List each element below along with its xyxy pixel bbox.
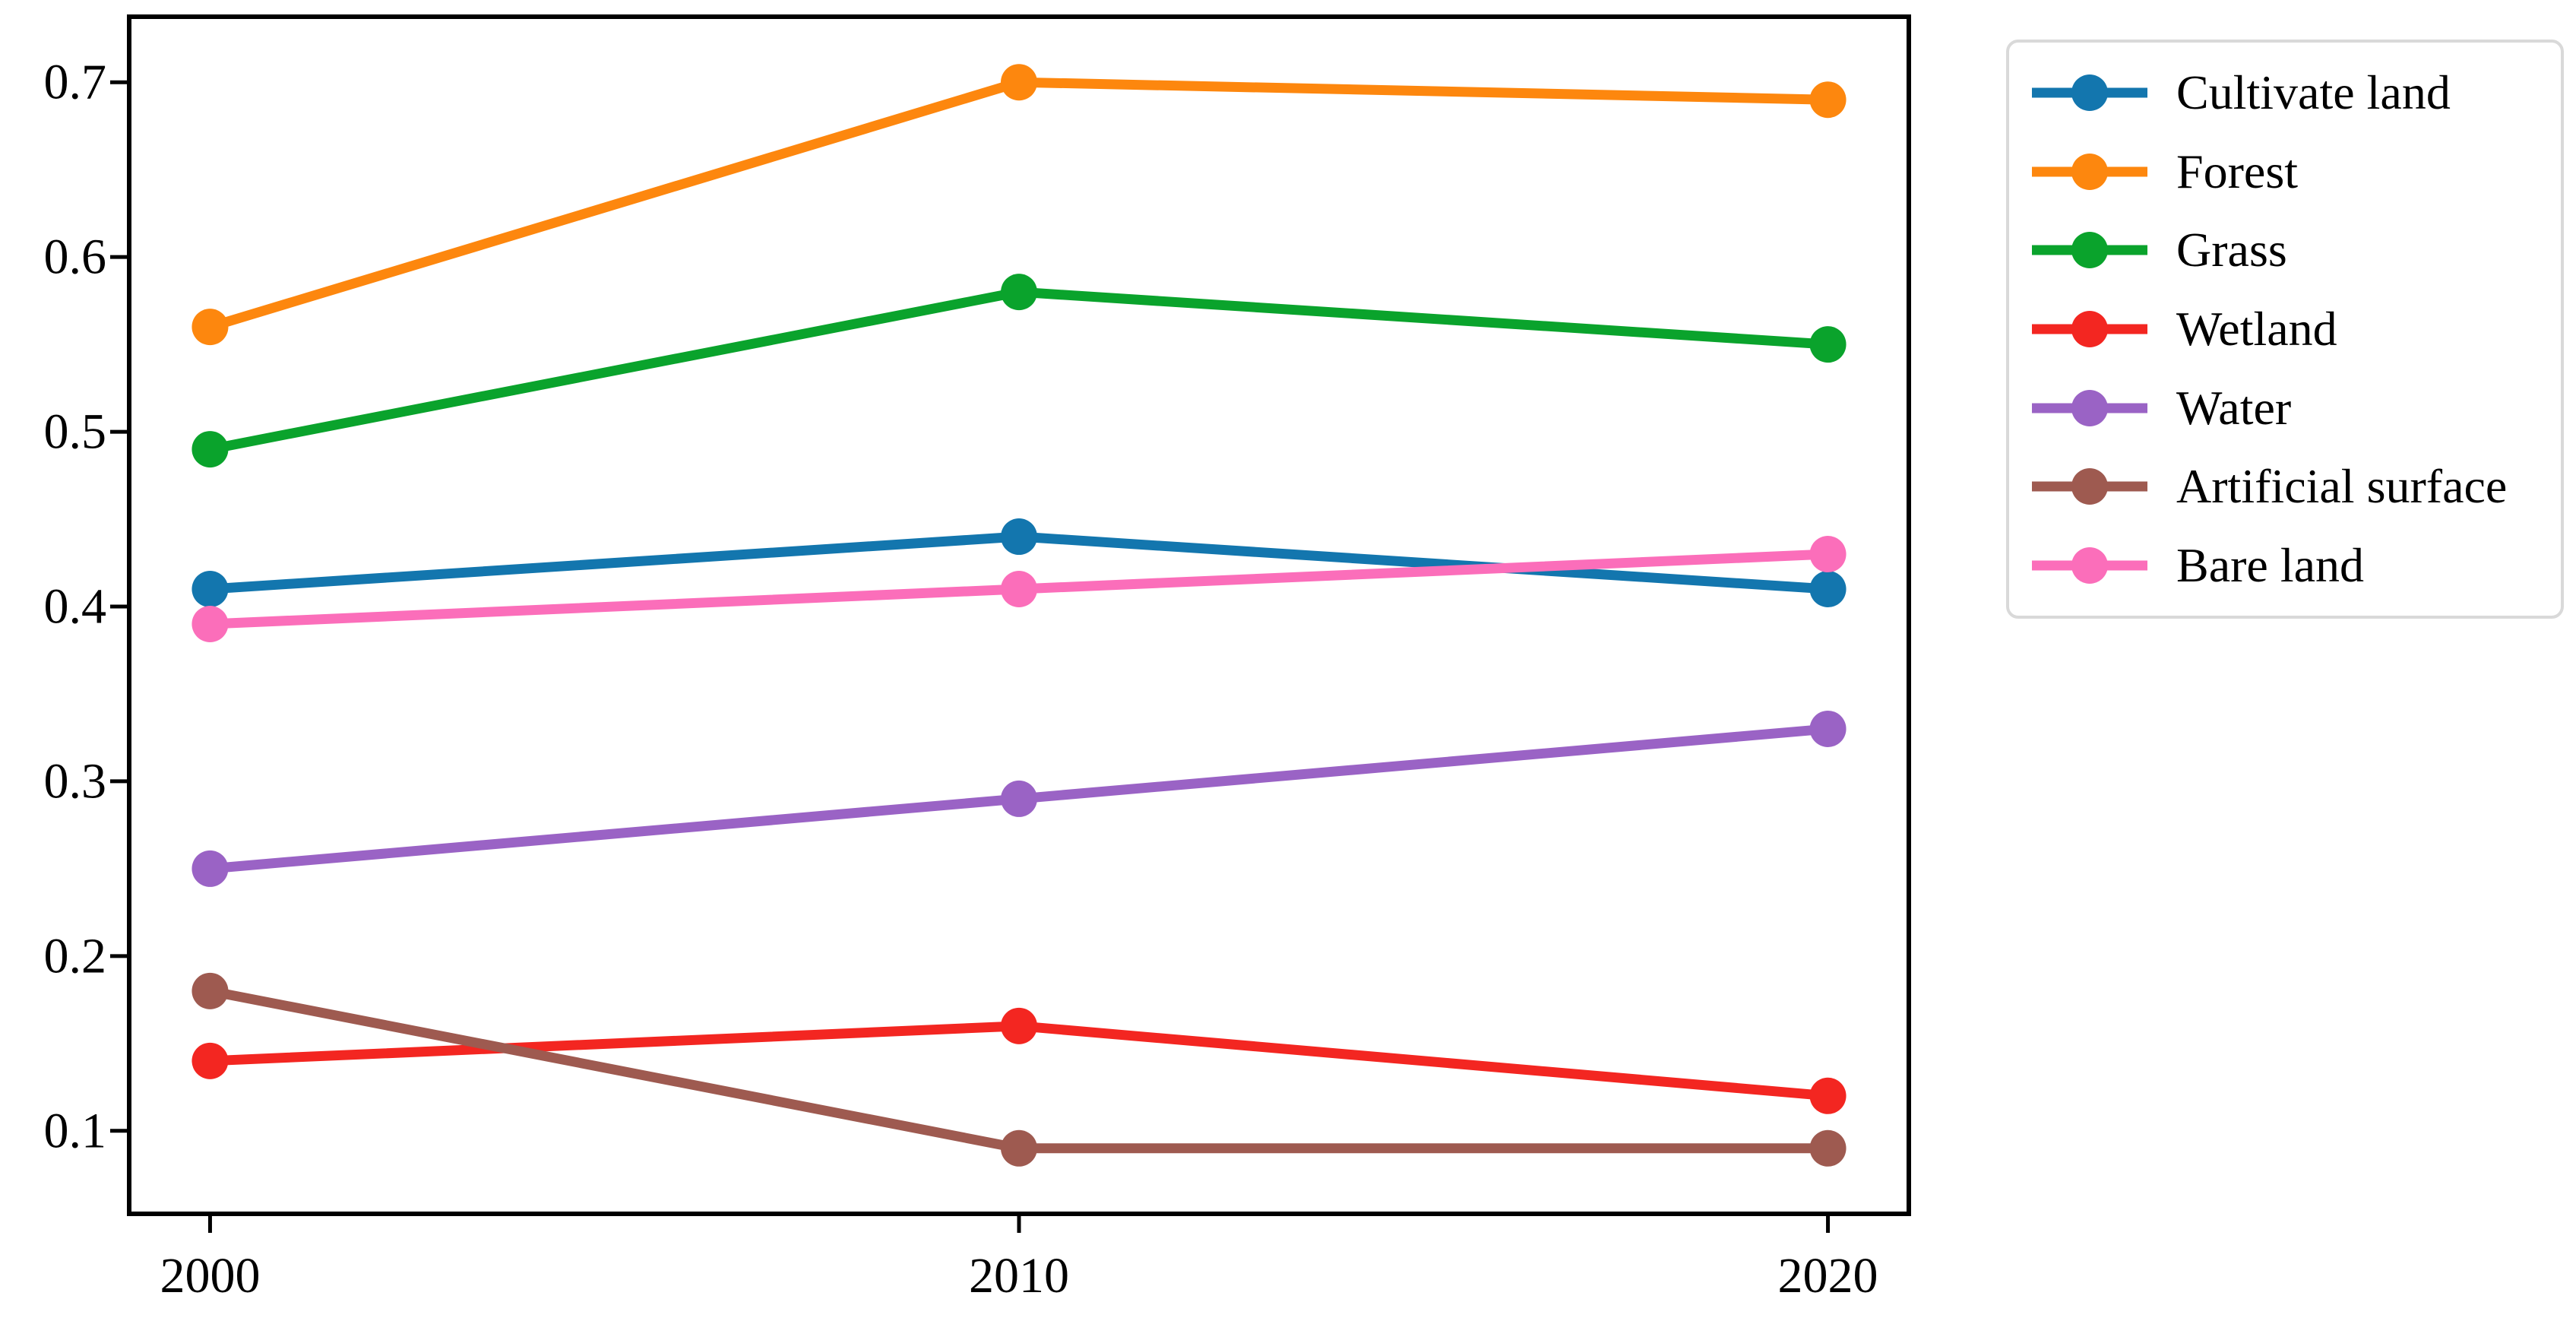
series-bare-land bbox=[191, 536, 1847, 642]
data-point-artificial-surface-2000 bbox=[191, 972, 229, 1009]
data-point-wetland-2020 bbox=[1809, 1077, 1847, 1114]
legend-label-water: Water bbox=[2176, 380, 2292, 435]
legend-label-bare-land: Bare land bbox=[2176, 538, 2364, 593]
data-point-water-2010 bbox=[1001, 780, 1037, 817]
legend-item-grass: Grass bbox=[2029, 226, 2553, 274]
data-point-water-2000 bbox=[191, 850, 229, 887]
legend-item-water: Water bbox=[2029, 380, 2553, 435]
legend-item-cultivate-land: Cultivate land bbox=[2029, 68, 2553, 117]
data-point-wetland-2000 bbox=[191, 1042, 229, 1079]
series-water bbox=[191, 710, 1847, 887]
data-point-wetland-2010 bbox=[1001, 1007, 1037, 1044]
data-point-forest-2010 bbox=[1001, 64, 1037, 101]
legend-marker-water-icon bbox=[2032, 389, 2147, 426]
legend-label-wetland: Wetland bbox=[2176, 301, 2337, 356]
series-artificial-surface bbox=[191, 972, 1847, 1167]
data-point-bare-land-2000 bbox=[191, 605, 229, 642]
series-forest bbox=[191, 64, 1847, 346]
y-tick-label: 0.5 bbox=[44, 404, 107, 460]
data-point-water-2020 bbox=[1809, 710, 1847, 747]
legend-label-artificial-surface: Artificial surface bbox=[2176, 459, 2508, 514]
y-tick-label: 0.7 bbox=[44, 55, 107, 110]
series-cultivate-land bbox=[191, 518, 1847, 608]
data-point-forest-2020 bbox=[1809, 81, 1847, 119]
legend-label-forest: Forest bbox=[2176, 144, 2298, 198]
legend-item-wetland: Wetland bbox=[2029, 301, 2553, 356]
legend-label-grass: Grass bbox=[2176, 223, 2287, 277]
legend-marker-grass-icon bbox=[2032, 232, 2147, 269]
y-tick-label: 0.2 bbox=[44, 928, 107, 984]
legend-label-cultivate-land: Cultivate land bbox=[2176, 65, 2451, 119]
y-tick-label: 0.4 bbox=[44, 579, 107, 635]
series-wetland bbox=[191, 1007, 1847, 1114]
x-tick-label: 2010 bbox=[969, 1248, 1069, 1304]
y-tick-label: 0.6 bbox=[44, 230, 107, 285]
legend-marker-forest-icon bbox=[2032, 153, 2147, 190]
legend-item-forest: Forest bbox=[2029, 147, 2553, 196]
y-axis: 0.1 0.2 0.3 0.4 0.5 0.6 0.7 bbox=[44, 55, 129, 1158]
series-line-grass bbox=[204, 287, 1834, 455]
legend-box: Cultivate land Forest Grass Wetland Water Art… bbox=[2006, 40, 2564, 619]
data-point-cultivate-land-2010 bbox=[1001, 518, 1037, 556]
data-point-grass-2000 bbox=[191, 431, 229, 468]
legend-marker-artificial-surface-icon bbox=[2032, 468, 2147, 505]
x-axis: 2000 2010 2020 bbox=[160, 1214, 1878, 1304]
legend-marker-cultivate-land-icon bbox=[2032, 74, 2147, 111]
legend-marker-wetland-icon bbox=[2032, 310, 2147, 347]
series-grass bbox=[191, 274, 1847, 468]
y-tick-label: 0.3 bbox=[44, 753, 107, 809]
legend-item-bare-land: Bare land bbox=[2029, 541, 2553, 590]
y-tick-label: 0.1 bbox=[44, 1103, 107, 1158]
data-point-artificial-surface-2020 bbox=[1809, 1129, 1847, 1167]
data-point-cultivate-land-2020 bbox=[1809, 571, 1847, 608]
data-point-grass-2010 bbox=[1001, 274, 1037, 311]
data-point-grass-2020 bbox=[1809, 326, 1847, 363]
data-point-bare-land-2020 bbox=[1809, 536, 1847, 573]
data-point-cultivate-land-2000 bbox=[191, 571, 229, 608]
legend-marker-bare-land-icon bbox=[2032, 547, 2147, 584]
data-point-bare-land-2010 bbox=[1001, 571, 1037, 608]
data-point-forest-2000 bbox=[191, 309, 229, 346]
x-tick-label: 2020 bbox=[1778, 1248, 1878, 1304]
x-tick-label: 2000 bbox=[160, 1248, 260, 1304]
data-point-artificial-surface-2010 bbox=[1001, 1129, 1037, 1167]
legend-item-artificial-surface: Artificial surface bbox=[2029, 462, 2553, 511]
